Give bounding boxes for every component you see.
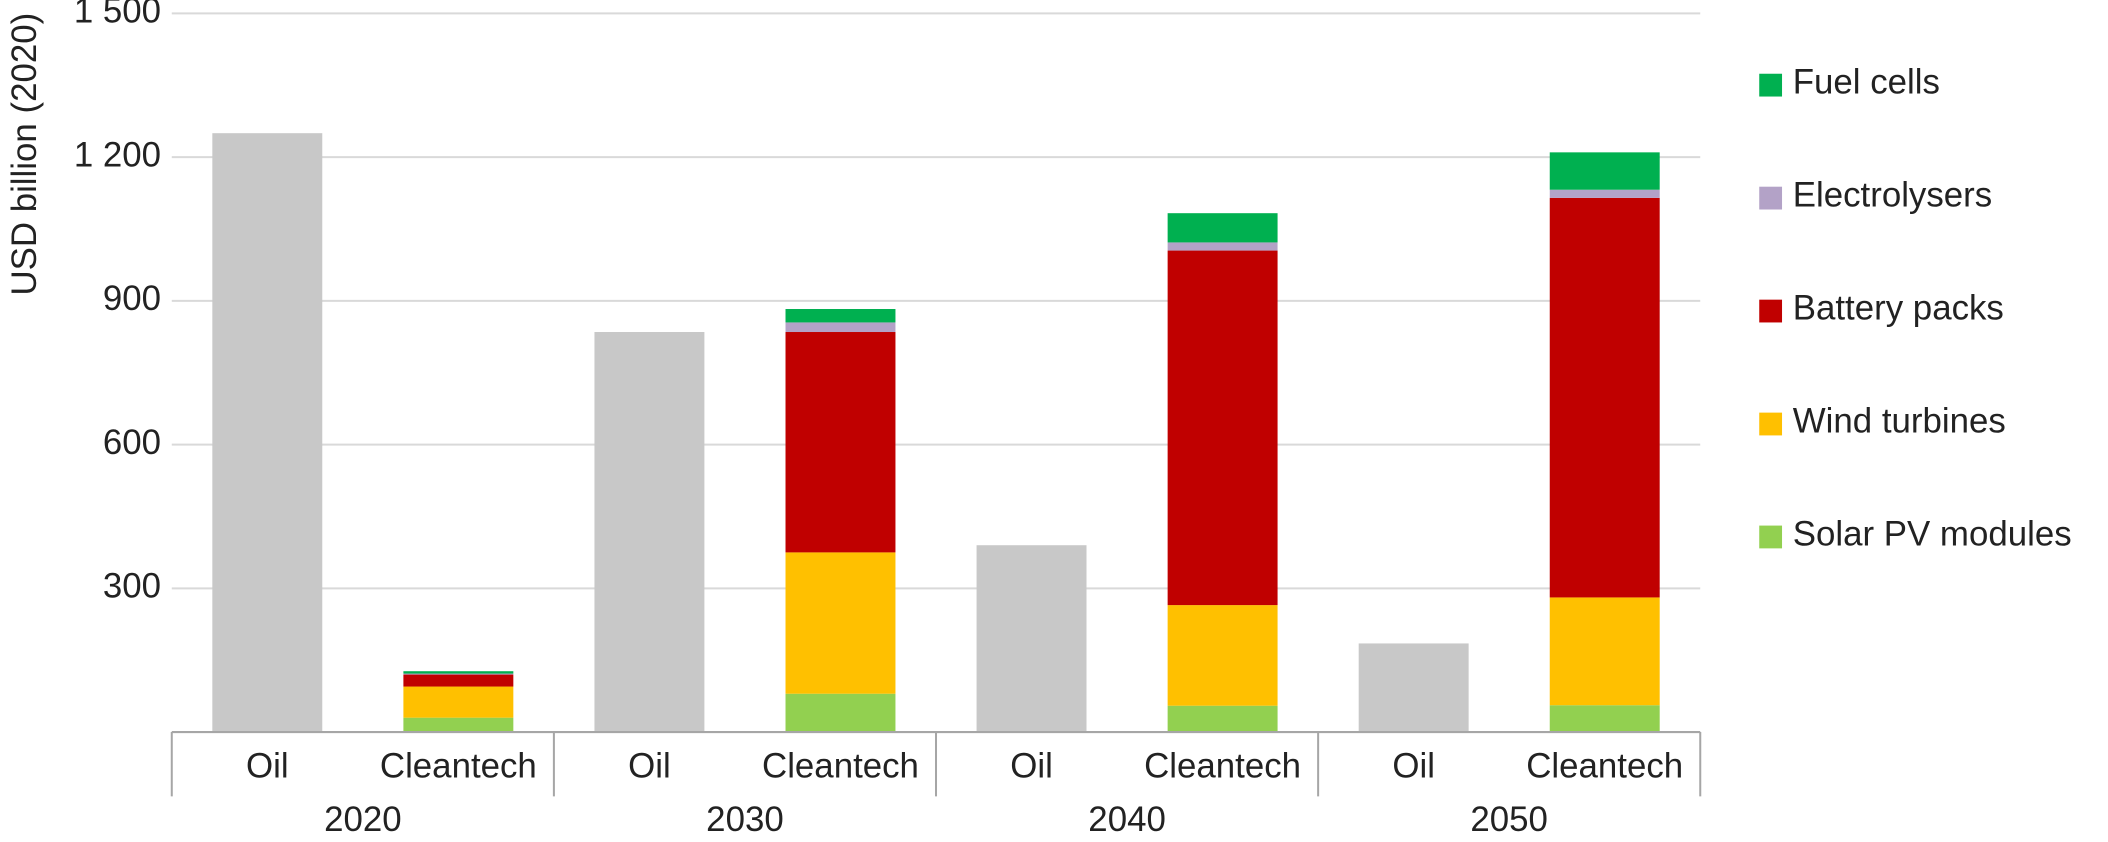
bar-segment xyxy=(403,686,514,718)
bar-segment xyxy=(403,671,514,674)
bar-segment xyxy=(1167,605,1278,706)
bar-segment xyxy=(785,693,896,733)
x-tick-label: Cleantech xyxy=(1144,746,1301,785)
y-tick-label: 300 xyxy=(103,567,161,606)
group-label: 2050 xyxy=(1470,800,1548,839)
bar-segment xyxy=(1549,152,1660,190)
legend-swatch xyxy=(1759,412,1783,436)
bar-segment xyxy=(785,309,896,323)
bar xyxy=(212,133,323,733)
legend-swatch xyxy=(1759,186,1783,210)
x-tick-label: Cleantech xyxy=(380,746,537,785)
bar-segment xyxy=(403,673,514,675)
legend-swatch xyxy=(1759,299,1783,323)
x-tick-label: Cleantech xyxy=(762,746,919,785)
bar-segment xyxy=(1167,250,1278,606)
legend-label: Electrolysers xyxy=(1793,176,1992,215)
legend-label: Battery packs xyxy=(1793,289,2004,328)
y-axis-label: USD billion (2020) xyxy=(5,13,44,296)
bar-segment xyxy=(785,552,896,694)
bar-segment xyxy=(1167,705,1278,733)
y-tick-label: 600 xyxy=(103,423,161,462)
group-label: 2040 xyxy=(1088,800,1166,839)
x-tick-label: Oil xyxy=(246,746,289,785)
bar-segment xyxy=(1549,705,1660,733)
legend-label: Fuel cells xyxy=(1793,63,1940,102)
bar-segment xyxy=(403,717,514,733)
legend-label: Solar PV modules xyxy=(1793,515,2072,554)
x-tick-label: Oil xyxy=(1010,746,1053,785)
bar-segment xyxy=(1549,197,1660,598)
bar xyxy=(594,332,705,733)
bar-segment xyxy=(785,332,896,553)
y-tick-label: 1 200 xyxy=(74,135,161,174)
legend-swatch xyxy=(1759,525,1783,549)
bar-segment xyxy=(1549,189,1660,198)
bar-segment xyxy=(785,322,896,333)
bar-segment xyxy=(1167,213,1278,243)
group-label: 2020 xyxy=(324,800,402,839)
y-tick-label: 1 500 xyxy=(74,0,161,31)
bar-segment xyxy=(1167,242,1278,251)
bar xyxy=(976,545,1087,733)
group-label: 2030 xyxy=(706,800,784,839)
legend-label: Wind turbines xyxy=(1793,402,2006,441)
x-tick-label: Oil xyxy=(628,746,671,785)
x-tick-label: Oil xyxy=(1392,746,1435,785)
x-tick-label: Cleantech xyxy=(1526,746,1683,785)
bar-segment xyxy=(1549,597,1660,706)
y-tick-label: 900 xyxy=(103,279,161,318)
legend-swatch xyxy=(1759,73,1783,97)
bar xyxy=(1358,643,1469,733)
bar-segment xyxy=(403,674,514,687)
